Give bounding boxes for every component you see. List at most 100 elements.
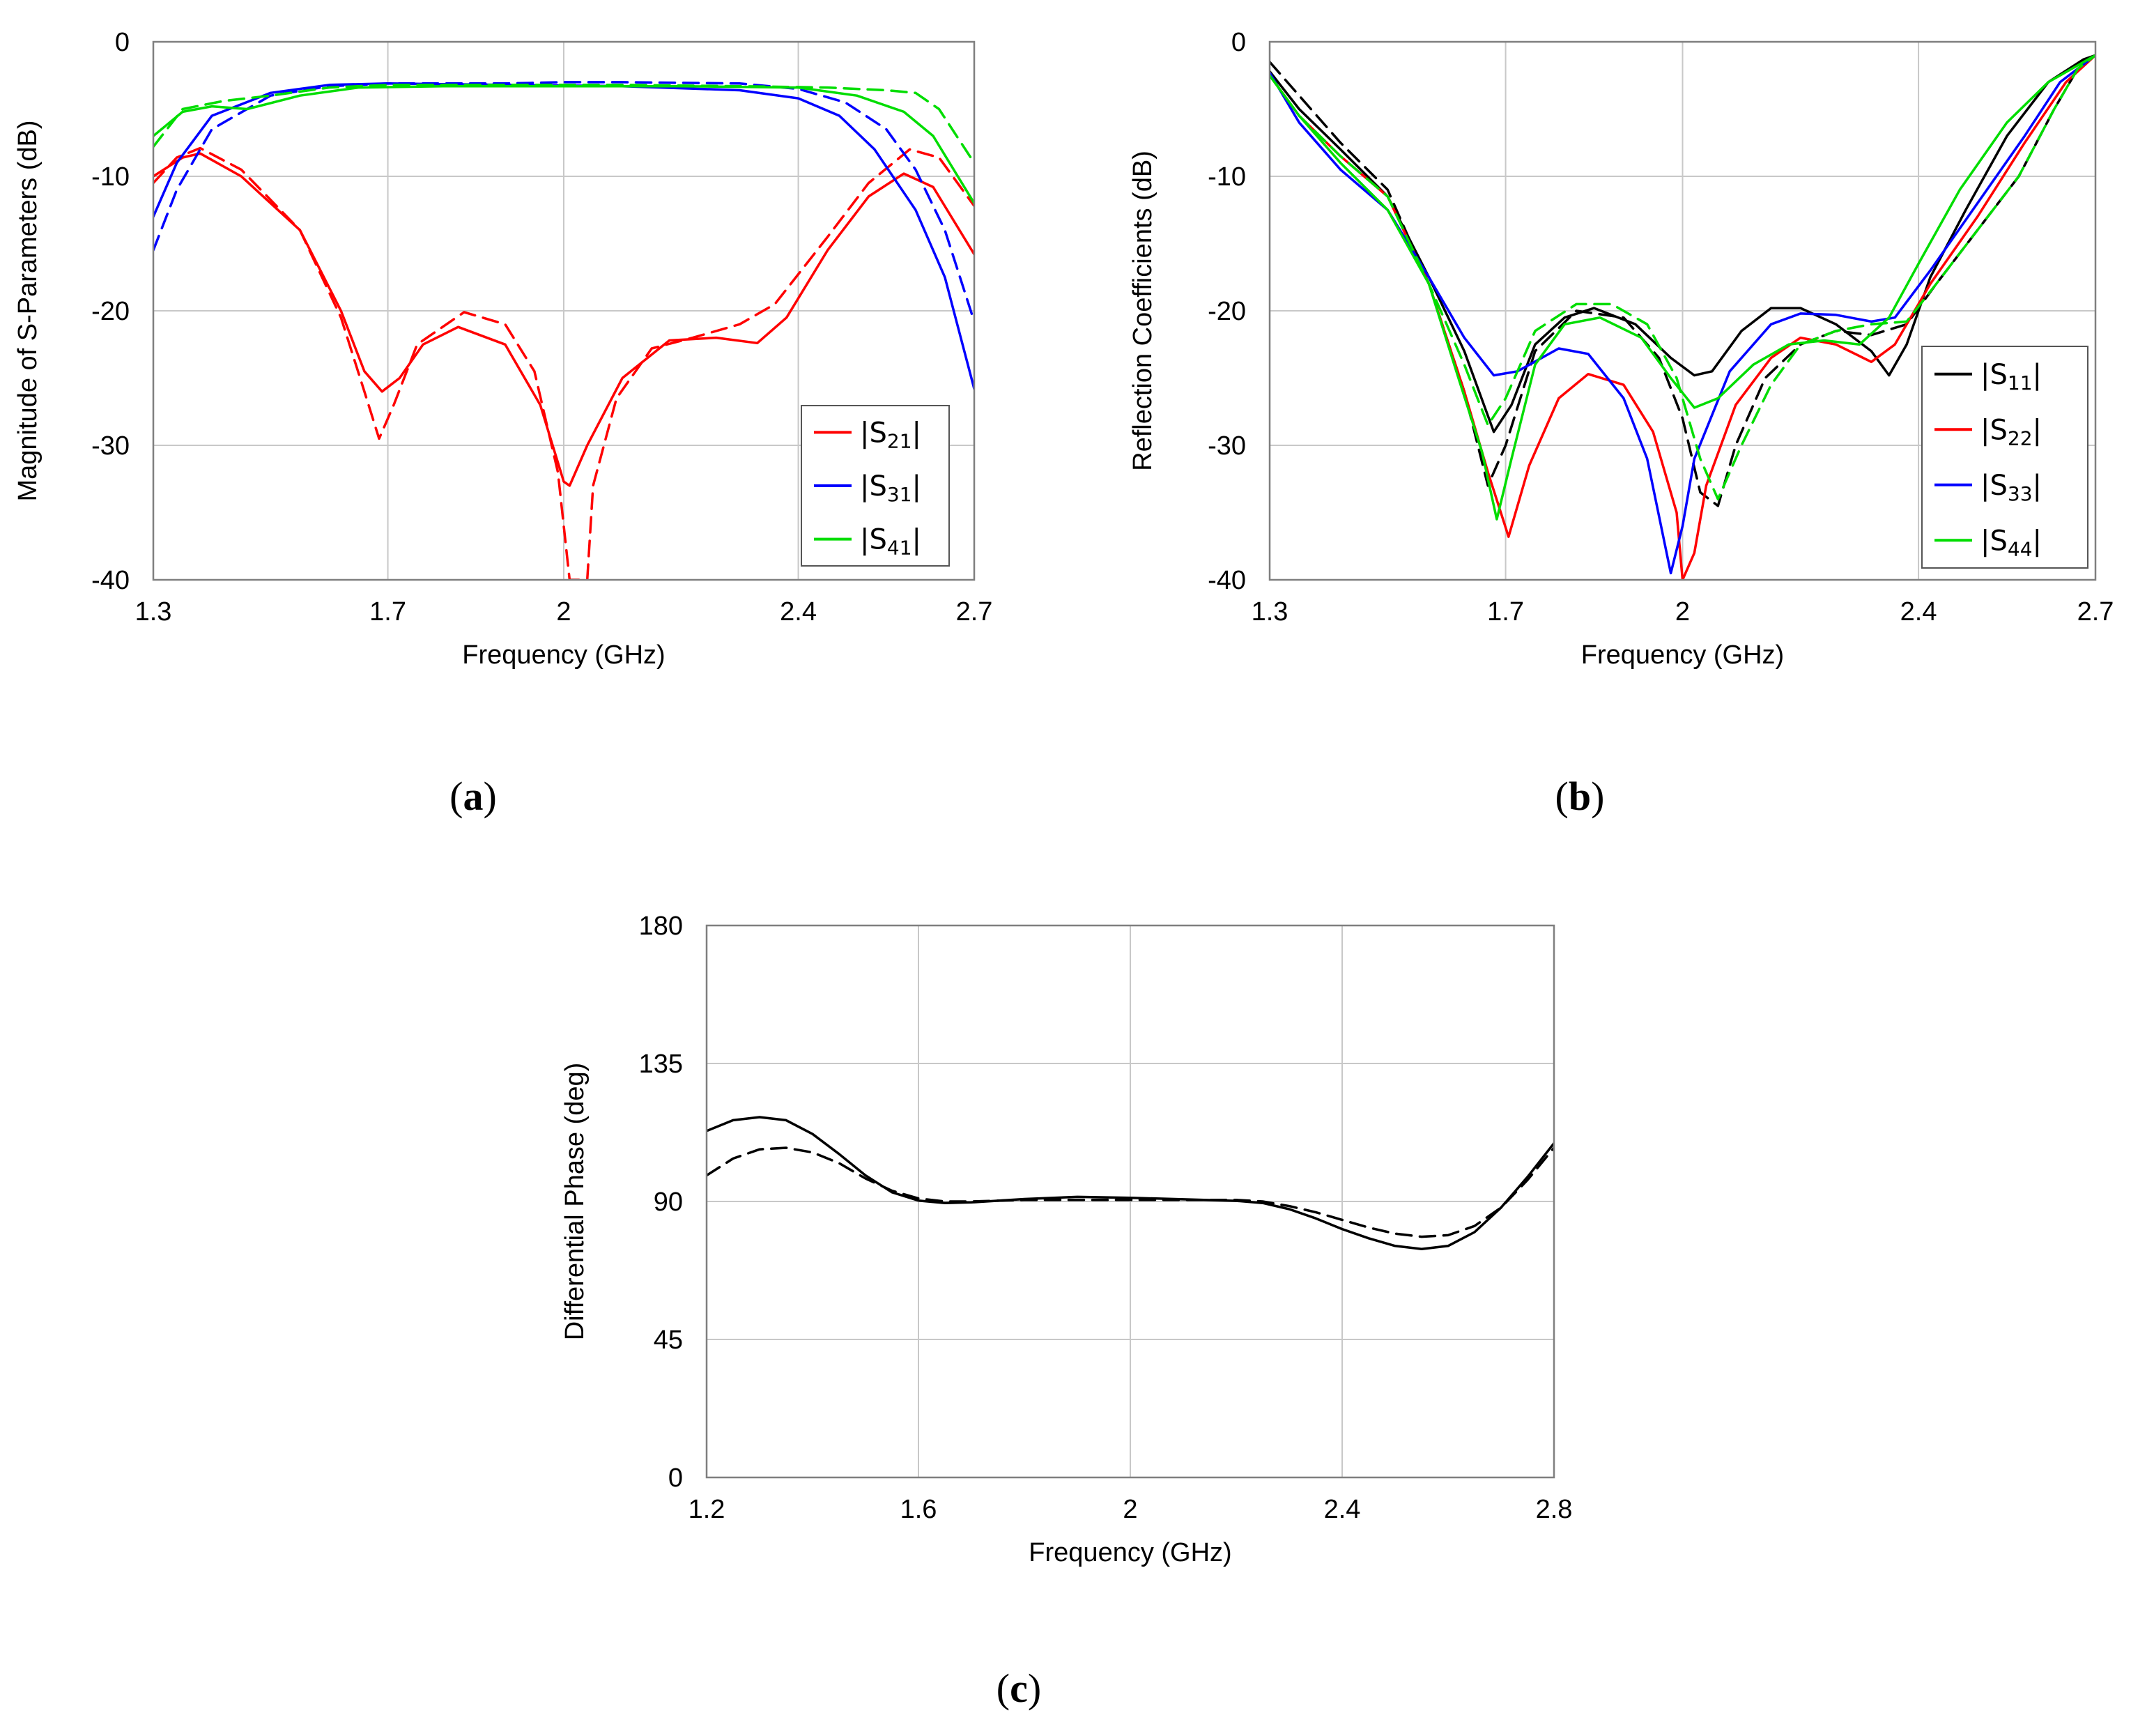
y-tick-label: -20 — [1208, 297, 1246, 326]
y-tick-label: 180 — [639, 912, 683, 941]
x-tick-label: 2.4 — [1324, 1495, 1361, 1524]
y-tick-label: -20 — [91, 297, 130, 326]
x-tick-label: 2 — [1123, 1495, 1137, 1524]
legend-bar-left: | — [1980, 525, 1990, 557]
y-tick-label: 135 — [639, 1050, 683, 1079]
legend-main: S — [869, 417, 886, 449]
legend-entry: |S21| — [860, 417, 921, 452]
panel-label-close: ) — [1591, 774, 1604, 819]
series-line-s41-dashed — [153, 84, 974, 164]
series-line-phase-solid — [707, 1116, 1554, 1250]
legend-bar-right: | — [2033, 359, 2042, 391]
legend-entry: |S33| — [1980, 470, 2042, 505]
plot-frame — [152, 40, 976, 581]
x-tick-label: 1.7 — [369, 597, 406, 627]
series-line-s44-solid — [1270, 54, 2095, 521]
y-tick-label: -40 — [1208, 566, 1246, 595]
series-line-s33-solid — [1270, 54, 2095, 575]
y-axis-label: Magnitude of S-Parameters (dB) — [13, 120, 43, 501]
panel-label-close: ) — [484, 774, 497, 819]
y-tick-label: 0 — [1231, 28, 1246, 57]
panel-label-open: ( — [997, 1666, 1010, 1711]
legend-main: S — [869, 524, 886, 556]
series-line-s41-solid — [153, 84, 974, 205]
series-line-s21-dashed — [153, 146, 974, 580]
legend-entry: |S41| — [860, 524, 921, 560]
x-tick-label: 1.7 — [1487, 597, 1524, 627]
y-tick-label: -10 — [1208, 162, 1246, 192]
legend-sub: 31 — [887, 483, 912, 506]
legend-sub: 22 — [2008, 427, 2033, 450]
legend: |S21||S31||S41| — [801, 405, 950, 567]
legend-bar-right: | — [2033, 470, 2042, 502]
y-axis-label: Differential Phase (deg) — [560, 1063, 590, 1341]
series-line-s44-dash-dot — [1270, 54, 2095, 500]
legend-bar-right: | — [2033, 414, 2042, 446]
y-tick-label: -10 — [91, 162, 130, 192]
y-tick-label: -40 — [91, 566, 130, 595]
legend-bar-right: | — [912, 524, 921, 556]
y-tick-label: 0 — [668, 1464, 683, 1493]
panel-label-close: ) — [1028, 1666, 1041, 1711]
x-axis-label: Frequency (GHz) — [1029, 1538, 1231, 1567]
x-tick-label: 2 — [1675, 597, 1690, 627]
x-tick-label: 2 — [556, 597, 571, 627]
legend-main: S — [869, 470, 886, 502]
y-axis-label: Reflection Coefficients (dB) — [1128, 151, 1157, 471]
legend-bar-right: | — [912, 470, 921, 502]
y-tick-label: 45 — [654, 1326, 683, 1355]
x-tick-label: 1.3 — [135, 597, 172, 627]
legend-entry: |S31| — [860, 470, 921, 506]
panel-label: (b) — [1555, 774, 1605, 819]
legend-sub: 33 — [2008, 482, 2033, 505]
chart-panel-b: 1.3 1.7 2 2.4 2.7 0 -10 -20 -30 -40 Frequency (GHz… — [1128, 28, 2114, 819]
y-tick-label: -30 — [1208, 431, 1246, 461]
x-tick-label: 2.4 — [780, 597, 817, 627]
x-tick-label: 1.3 — [1252, 597, 1288, 627]
plot-frame — [1268, 40, 2097, 581]
y-tick-label: -30 — [91, 431, 130, 461]
panel-label-open: ( — [449, 774, 463, 819]
legend-entry: |S11| — [1980, 359, 2042, 394]
legend-entry: |S44| — [1980, 525, 2042, 560]
legend-main: S — [1990, 414, 2007, 446]
legend-sub: 41 — [887, 537, 912, 560]
series-line-phase-dashed — [707, 1146, 1554, 1238]
legend-main: S — [1990, 359, 2007, 391]
legend-bar-left: | — [1980, 470, 1990, 502]
x-tick-label: 1.6 — [900, 1495, 937, 1524]
chart-panel-a: 1.3 1.7 2 2.4 2.7 0 -10 -20 -30 -40 Frequency (GHz… — [13, 28, 992, 819]
x-axis-label: Frequency (GHz) — [462, 640, 665, 670]
panel-label-letter: c — [1010, 1666, 1028, 1711]
legend-bar-left: | — [1980, 414, 1990, 446]
y-tick-label: 0 — [115, 28, 130, 57]
legend-bar-right: | — [912, 417, 921, 449]
plot-frame — [705, 924, 1555, 1479]
panel-label-open: ( — [1555, 774, 1569, 819]
panel-label-letter: a — [463, 774, 484, 819]
legend: |S11||S22||S33||S44| — [1921, 346, 2088, 569]
legend-sub: 44 — [2008, 537, 2033, 560]
legend-bar-left: | — [860, 524, 869, 556]
chart-panel-c: 1.2 1.6 2 2.4 2.8 180 135 90 45 0 Frequency (GHz) D… — [560, 912, 1572, 1711]
series-line-s31-dashed — [153, 81, 974, 323]
x-tick-label: 2.7 — [2077, 597, 2114, 627]
legend-main: S — [1990, 470, 2007, 502]
legend-bar-left: | — [860, 470, 869, 502]
legend-bar-left: | — [860, 417, 869, 449]
panel-label-letter: b — [1569, 774, 1591, 819]
legend-main: S — [1990, 525, 2007, 557]
legend-entry: |S22| — [1980, 414, 2042, 450]
panel-label: (c) — [997, 1666, 1041, 1711]
x-tick-label: 2.7 — [956, 597, 993, 627]
legend-bar-left: | — [1980, 359, 1990, 391]
legend-sub: 11 — [2008, 371, 2033, 394]
x-tick-label: 1.2 — [688, 1495, 725, 1524]
legend-box — [1921, 346, 2088, 569]
legend-bar-right: | — [2033, 525, 2042, 557]
legend-sub: 21 — [887, 429, 912, 452]
panel-label: (a) — [449, 774, 497, 819]
x-tick-label: 2.8 — [1536, 1495, 1573, 1524]
x-tick-label: 2.4 — [1900, 597, 1937, 627]
